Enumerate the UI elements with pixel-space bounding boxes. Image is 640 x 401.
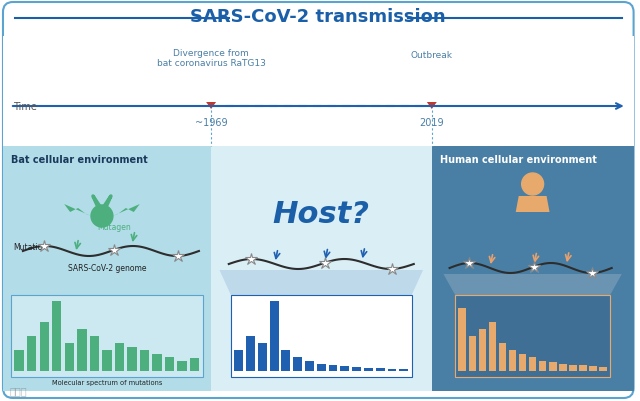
Text: Mutation: Mutation [13, 243, 47, 252]
Bar [559, 364, 566, 371]
Bar [479, 329, 486, 371]
Text: ~1969: ~1969 [195, 118, 227, 128]
Text: 神秘网: 神秘网 [10, 385, 28, 395]
Bar [329, 365, 337, 371]
Text: Time: Time [13, 102, 37, 112]
Bar [519, 354, 526, 371]
Bar [258, 343, 267, 371]
Bar [40, 322, 49, 371]
Bar [488, 322, 496, 371]
Bar [115, 343, 124, 371]
Text: SARS-CoV-2 transmission: SARS-CoV-2 transmission [191, 8, 446, 26]
Text: 2019: 2019 [419, 118, 444, 128]
Bar [11, 295, 203, 377]
Bar [152, 354, 162, 371]
Circle shape [522, 174, 543, 196]
Bar [364, 368, 373, 371]
Bar [293, 357, 302, 371]
Text: Mutagen: Mutagen [97, 223, 131, 231]
Bar [52, 301, 61, 371]
Bar [455, 295, 610, 377]
Bar [579, 365, 587, 371]
Bar [388, 369, 396, 371]
Bar [529, 357, 536, 371]
Bar [599, 367, 607, 371]
Bar [246, 336, 255, 371]
Bar [269, 301, 278, 371]
Bar [399, 369, 408, 371]
Bar [90, 336, 99, 371]
Polygon shape [64, 205, 91, 217]
Text: Divergence from
bat coronavirus RaTG13: Divergence from bat coronavirus RaTG13 [157, 49, 266, 68]
Bar [352, 367, 361, 371]
Text: Host?: Host? [273, 200, 370, 229]
Bar [468, 336, 476, 371]
Bar [499, 343, 506, 371]
Polygon shape [516, 196, 550, 213]
Text: Human cellular environment: Human cellular environment [440, 155, 596, 164]
Bar [211, 147, 431, 391]
Polygon shape [444, 274, 622, 295]
Bar [234, 350, 243, 371]
Bar [165, 357, 174, 371]
Polygon shape [220, 270, 423, 295]
Circle shape [91, 205, 113, 227]
Bar [65, 343, 74, 371]
Bar [3, 37, 634, 147]
Text: Outbreak: Outbreak [411, 51, 452, 60]
Text: Bat cellular environment: Bat cellular environment [11, 155, 148, 164]
Bar [509, 350, 516, 371]
Bar [3, 147, 211, 391]
FancyBboxPatch shape [3, 3, 634, 398]
Bar [27, 336, 36, 371]
Bar [305, 360, 314, 371]
Bar [569, 365, 577, 371]
Bar [127, 346, 137, 371]
Bar [589, 366, 596, 371]
Text: Molecular spectrum of mutations: Molecular spectrum of mutations [52, 379, 162, 385]
Bar [231, 295, 412, 377]
Bar [77, 329, 86, 371]
Bar [15, 350, 24, 371]
Polygon shape [206, 103, 216, 110]
Bar [539, 360, 547, 371]
Bar [340, 366, 349, 371]
Bar [431, 147, 634, 391]
Bar [549, 362, 557, 371]
Bar [190, 358, 199, 371]
Bar [177, 360, 187, 371]
Polygon shape [113, 205, 140, 217]
Bar [317, 364, 326, 371]
Bar [102, 350, 111, 371]
Bar [282, 350, 291, 371]
Bar [376, 368, 385, 371]
Text: SARS-CoV-2 genome: SARS-CoV-2 genome [68, 263, 146, 272]
Polygon shape [427, 103, 436, 110]
Bar [140, 350, 149, 371]
Bar [458, 308, 466, 371]
